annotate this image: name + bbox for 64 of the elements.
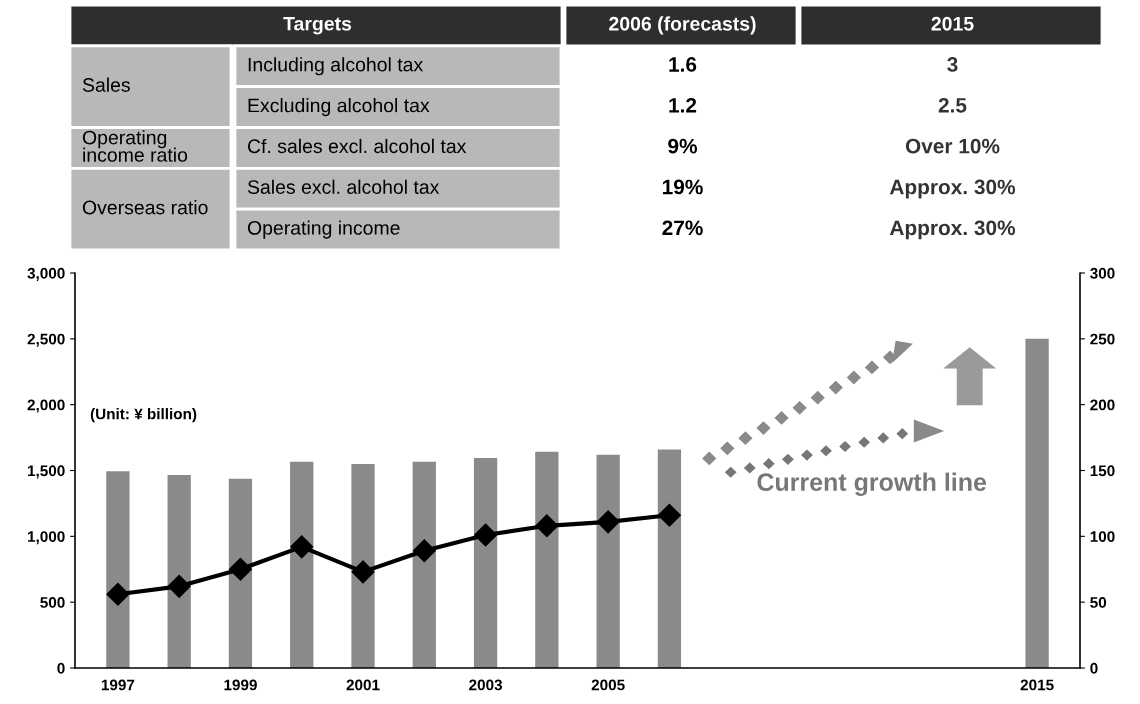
y2-tick-label: 200 <box>1090 399 1115 411</box>
bar <box>657 449 682 668</box>
text: Over 10% <box>905 138 1000 154</box>
x-tick-label: 2005 <box>591 679 625 691</box>
annotation: (Unit: ¥ billion) <box>90 408 197 423</box>
x-tick-label: 2003 <box>469 679 503 691</box>
y-tick-label: 1,500 <box>28 465 65 479</box>
text: Overseas ratio <box>82 200 208 215</box>
text: 1.2 <box>669 97 697 113</box>
text: 2.5 <box>938 97 967 113</box>
annotation: Current growth line <box>757 472 987 497</box>
text: Approx. 30% <box>889 220 1016 240</box>
point <box>167 574 191 598</box>
y2-tick-label: 150 <box>1090 465 1115 477</box>
text: 3 <box>947 57 958 72</box>
x-tick-label: 1997 <box>101 679 135 691</box>
point <box>535 514 559 538</box>
point <box>290 535 314 559</box>
bar <box>596 454 620 668</box>
x-tick-label: 2001 <box>346 679 380 691</box>
y-tick-label: 3,000 <box>27 267 65 281</box>
text: 9% <box>668 138 698 154</box>
text: 19% <box>662 179 703 195</box>
point <box>228 557 252 581</box>
bar <box>351 463 375 668</box>
bar <box>473 458 498 668</box>
y-tick-label: 2,000 <box>27 399 65 413</box>
y-tick-label: 500 <box>40 597 65 608</box>
point <box>412 539 436 563</box>
text: Including alcohol tax <box>248 57 423 76</box>
y2-tick-label: 300 <box>1090 267 1115 279</box>
y-tick-label: 0 <box>57 662 65 674</box>
point <box>106 582 130 606</box>
bar <box>290 461 314 668</box>
y2-tick-label: 250 <box>1090 333 1115 345</box>
point <box>657 503 681 527</box>
y-tick-label: 1,000 <box>28 531 65 545</box>
text: Targets <box>283 16 352 35</box>
point <box>596 510 620 534</box>
text: Sales <box>82 77 130 92</box>
text: 1.6 <box>669 57 697 72</box>
y2-tick-label: 100 <box>1090 531 1115 543</box>
bar <box>167 475 191 668</box>
text: 2015 <box>931 16 974 31</box>
x-tick-label: 1999 <box>224 679 257 691</box>
text: Cf. sales excl. alcohol tax <box>247 138 467 154</box>
bar <box>1025 338 1049 668</box>
text: Operating income <box>247 220 400 239</box>
text: Sales excl. alcohol tax <box>247 179 440 194</box>
text: Operating income ratio <box>82 130 188 162</box>
text: Excluding alcohol tax <box>248 98 430 117</box>
text: 2006 (forecasts) <box>609 16 756 35</box>
y2-tick-label: 50 <box>1090 597 1107 608</box>
text: 27% <box>662 220 703 236</box>
bar <box>228 478 253 668</box>
y2-tick-label: 0 <box>1090 662 1098 674</box>
x-tick-label: 2015 <box>1020 679 1054 691</box>
point <box>474 523 498 547</box>
bar <box>535 451 559 668</box>
text: Approx. 30% <box>889 179 1016 199</box>
bar <box>412 461 436 668</box>
y-tick-label: 2,500 <box>27 333 65 347</box>
bar <box>106 471 130 668</box>
point <box>351 560 375 584</box>
